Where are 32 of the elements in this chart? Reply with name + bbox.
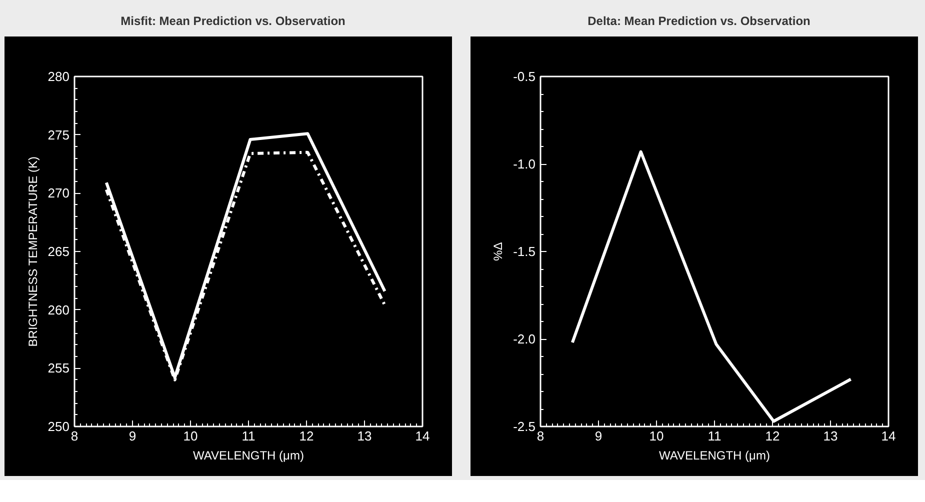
y-tick-label: -2.5 bbox=[513, 419, 536, 434]
x-tick-label: 12 bbox=[765, 428, 780, 444]
chart-title: Misfit: Mean Prediction vs. Observation bbox=[120, 13, 346, 30]
y-tick-label: 275 bbox=[48, 127, 70, 142]
x-tick-label: 12 bbox=[299, 428, 314, 444]
y-tick-label: -1.5 bbox=[513, 244, 536, 259]
x-tick-label: 8 bbox=[536, 428, 544, 444]
y-tick-label: -0.5 bbox=[513, 69, 536, 84]
y-tick-label: 250 bbox=[48, 419, 70, 434]
y-tick-label: 265 bbox=[48, 244, 70, 259]
x-tick-label: 14 bbox=[415, 428, 430, 444]
y-tick-label: 260 bbox=[48, 302, 70, 318]
x-axis-title: WAVELENGTH (μm) bbox=[193, 448, 304, 462]
x-axis-title: WAVELENGTH (μm) bbox=[659, 448, 770, 462]
chart-title: Delta: Mean Prediction vs. Observation bbox=[588, 13, 810, 30]
x-tick-label: 9 bbox=[594, 428, 602, 444]
x-tick-label: 11 bbox=[708, 428, 722, 444]
y-tick-label: 280 bbox=[48, 69, 70, 84]
x-tick-label: 8 bbox=[70, 428, 78, 444]
y-tick-label: 270 bbox=[48, 186, 70, 201]
x-tick-label: 10 bbox=[649, 428, 664, 444]
y-tick-label: -1.0 bbox=[513, 156, 536, 172]
x-tick-label: 9 bbox=[128, 428, 136, 444]
x-tick-label: 13 bbox=[357, 428, 372, 444]
y-axis-title: %Δ bbox=[491, 242, 506, 261]
y-axis-title: BRIGHTNESS TEMPERATURE (K) bbox=[26, 156, 40, 347]
x-tick-label: 14 bbox=[881, 428, 896, 444]
y-tick-label: -2.0 bbox=[513, 332, 536, 346]
y-tick-label: 255 bbox=[48, 360, 70, 376]
x-tick-label: 11 bbox=[242, 428, 256, 444]
x-tick-label: 13 bbox=[823, 428, 838, 444]
x-tick-label: 10 bbox=[183, 428, 198, 444]
